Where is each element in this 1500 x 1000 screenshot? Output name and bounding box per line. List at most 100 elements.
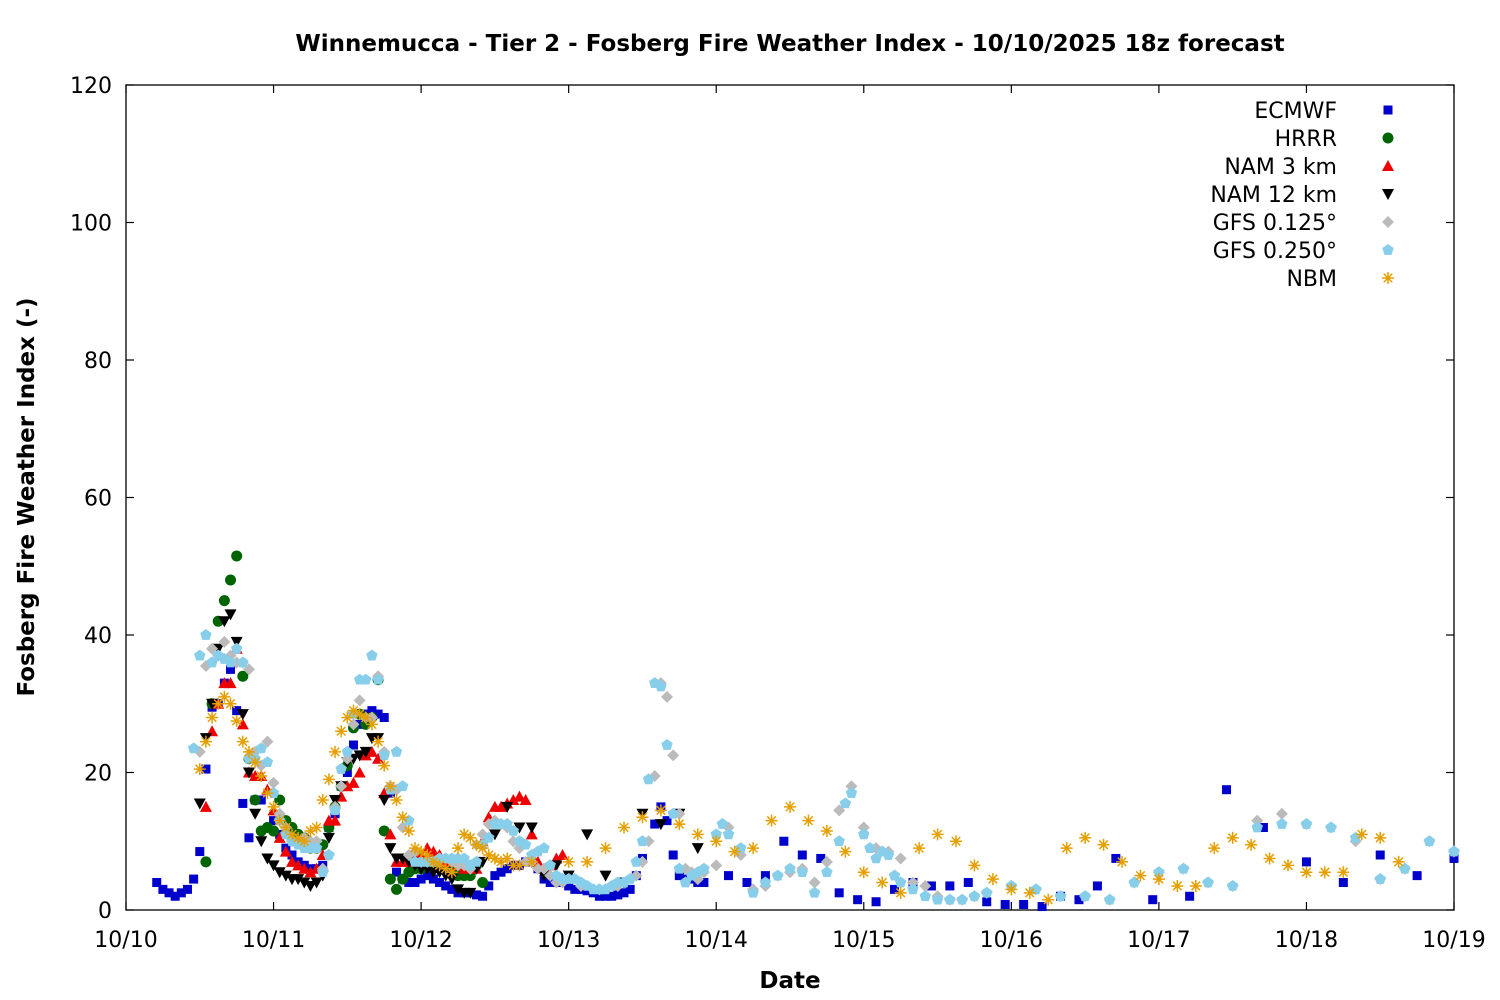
data-point	[428, 874, 438, 884]
y-tick-label: 60	[84, 487, 112, 512]
data-point	[402, 824, 415, 837]
data-point	[1097, 838, 1110, 851]
data-point	[919, 879, 932, 892]
chart-title: Winnemucca - Tier 2 - Fosberg Fire Weath…	[295, 31, 1284, 57]
data-point	[1116, 855, 1128, 868]
data-point	[231, 550, 243, 562]
data-point	[256, 795, 266, 805]
data-point	[261, 756, 274, 768]
data-point	[329, 745, 342, 758]
data-point	[267, 860, 280, 872]
data-point	[650, 819, 660, 829]
data-point	[152, 878, 162, 887]
data-point	[519, 794, 532, 805]
data-point	[404, 878, 414, 887]
data-point	[286, 855, 298, 867]
data-point	[834, 888, 844, 898]
data-point	[335, 763, 347, 774]
data-point	[1153, 866, 1165, 878]
data-point	[384, 873, 396, 885]
data-point	[525, 822, 538, 834]
data-point	[242, 745, 255, 758]
data-point	[570, 884, 580, 894]
data-point	[1202, 876, 1214, 888]
data-point	[1375, 850, 1385, 860]
data-point	[341, 745, 354, 757]
data-point	[1152, 873, 1165, 886]
data-point	[396, 811, 409, 824]
data-point	[322, 773, 335, 786]
data-point	[273, 867, 286, 879]
data-point	[876, 876, 889, 889]
data-point	[513, 859, 526, 872]
data-points	[152, 550, 1460, 912]
data-point	[359, 746, 372, 758]
data-point	[353, 766, 366, 778]
data-point	[556, 849, 569, 860]
data-point	[710, 835, 723, 848]
data-point	[779, 836, 789, 846]
data-point	[1412, 871, 1422, 881]
data-point	[581, 829, 594, 841]
data-point	[335, 725, 348, 738]
data-point	[699, 878, 709, 887]
data-point	[1300, 866, 1313, 879]
data-point	[698, 862, 710, 874]
data-point	[661, 739, 673, 750]
data-point	[797, 850, 807, 860]
data-point	[379, 713, 389, 722]
data-point	[310, 835, 323, 848]
x-tick-label: 10/12	[389, 928, 452, 953]
data-point	[919, 890, 931, 902]
data-point	[255, 742, 267, 754]
data-point	[232, 706, 242, 716]
data-point	[1148, 895, 1158, 905]
data-point	[195, 847, 205, 857]
data-point	[433, 859, 446, 872]
data-point	[839, 797, 852, 809]
legend-marker	[1383, 105, 1393, 115]
data-point	[944, 893, 956, 905]
data-point	[1092, 881, 1102, 891]
data-point	[759, 876, 772, 888]
data-point	[1245, 838, 1258, 851]
data-point	[1325, 821, 1337, 833]
data-point	[636, 811, 649, 824]
data-point	[396, 780, 409, 792]
data-point	[464, 887, 477, 899]
x-tick-label: 10/19	[1422, 928, 1485, 953]
data-point	[236, 718, 249, 730]
data-point	[348, 740, 358, 750]
data-point	[199, 735, 212, 748]
data-point	[236, 709, 249, 721]
data-point	[230, 642, 243, 654]
data-point	[470, 855, 483, 867]
data-point	[820, 824, 833, 837]
data-point	[1104, 893, 1116, 905]
data-point	[1338, 878, 1348, 887]
data-point	[433, 867, 446, 879]
data-point	[772, 869, 784, 881]
data-point	[304, 866, 317, 878]
data-point	[760, 871, 770, 881]
data-point	[594, 891, 604, 901]
data-point	[310, 877, 323, 889]
data-point	[1222, 785, 1232, 795]
data-point	[1301, 857, 1311, 867]
y-tick-label: 20	[84, 762, 112, 787]
data-point	[545, 878, 555, 887]
data-point	[607, 891, 617, 901]
data-point	[538, 842, 550, 853]
data-point	[544, 859, 556, 871]
legend-label: GFS 0.250°	[1213, 239, 1337, 264]
plot-frame	[125, 84, 1455, 911]
data-point	[268, 825, 280, 837]
data-point	[470, 838, 483, 851]
legend-label: NAM 12 km	[1210, 183, 1337, 208]
data-point	[710, 828, 722, 840]
y-tick-label: 0	[98, 899, 112, 924]
data-point	[1251, 814, 1264, 827]
data-point	[821, 866, 833, 878]
data-point	[218, 616, 231, 628]
